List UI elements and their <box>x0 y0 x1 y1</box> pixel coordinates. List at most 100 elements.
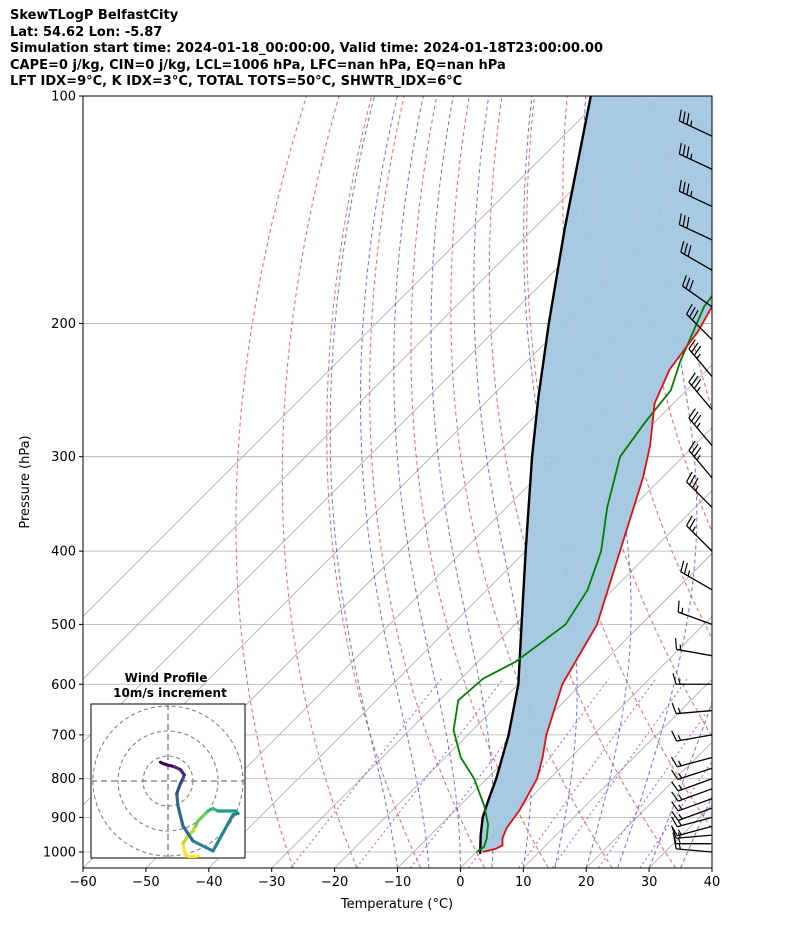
wind-barb <box>677 600 713 626</box>
hodograph-subtitle: 10m/s increment <box>113 686 227 700</box>
wind-barb <box>670 756 713 768</box>
y-tick-label: 500 <box>51 618 76 633</box>
x-axis-label: Temperature (°C) <box>340 897 453 912</box>
mixing-ratio-line <box>597 703 712 868</box>
wind-barb <box>688 372 713 411</box>
moist-adiabat <box>680 794 712 868</box>
x-tick-label: −50 <box>132 875 159 890</box>
x-tick-label: 0 <box>456 875 464 890</box>
mixing-ratio-line <box>355 678 504 868</box>
dry-adiabat <box>763 96 794 868</box>
hodograph-segment <box>176 804 185 828</box>
x-tick-label: −60 <box>69 875 96 890</box>
hodograph-segment <box>175 791 180 808</box>
x-tick-label: 20 <box>578 875 595 890</box>
x-tick-label: −20 <box>321 875 348 890</box>
isotherm-line <box>711 867 712 868</box>
x-tick-label: 10 <box>515 875 532 890</box>
hodograph-segment <box>191 839 215 853</box>
y-tick-label: 700 <box>51 728 76 743</box>
temperature-line <box>482 304 712 853</box>
dry-adiabat <box>326 96 422 868</box>
wind-barb <box>672 832 712 845</box>
y-tick-label: 600 <box>51 678 76 693</box>
dry-adiabat <box>410 96 549 868</box>
x-tick-label: −40 <box>195 875 222 890</box>
isotherm-line <box>523 678 712 868</box>
hodograph-ring <box>117 730 219 832</box>
dewpoint-line <box>452 294 712 853</box>
dry-adiabat <box>488 96 677 868</box>
x-tick-label: −10 <box>384 875 411 890</box>
x-tick-label: −30 <box>258 875 285 890</box>
isotherm-line <box>271 427 712 868</box>
moist-adiabat <box>648 701 712 868</box>
wind-barb <box>671 767 713 781</box>
wind-barb <box>680 241 713 271</box>
convective-parameters: CAPE=0 j/kg, CIN=0 j/kg, LCL=1006 hPa, L… <box>10 57 506 73</box>
wind-barb <box>688 408 713 446</box>
wind-barb <box>688 339 713 377</box>
dry-adiabat <box>281 96 358 868</box>
hodograph-title: Wind Profile <box>125 671 208 685</box>
moist-adiabat <box>430 96 495 868</box>
simulation-times: Simulation start time: 2024-01-18_00:00:… <box>10 41 603 56</box>
isotherm-line <box>460 615 712 868</box>
dry-adiabat <box>369 96 485 868</box>
station-title: SkewTLogP BelfastCity <box>10 8 179 23</box>
isotherm-line <box>334 490 712 868</box>
wind-barb <box>678 142 713 170</box>
mixing-ratio-line <box>290 678 442 868</box>
dry-adiabat <box>730 96 794 868</box>
y-tick-label: 300 <box>51 450 76 465</box>
mixing-ratio-line <box>551 678 688 868</box>
dry-adiabat <box>450 96 613 868</box>
y-tick-label: 400 <box>51 545 76 560</box>
hodograph-segment <box>181 824 195 843</box>
wind-barb <box>678 179 713 208</box>
x-tick-label: 30 <box>641 875 658 890</box>
y-tick-label: 200 <box>51 317 76 332</box>
axes: −60 −50 −40 −30 −20 −10 0 10 20 30 40 1000 900 800 700… <box>43 90 720 891</box>
dry-adiabat <box>235 96 307 868</box>
wind-barb <box>686 471 713 508</box>
wind-barb <box>670 825 713 837</box>
stability-indices: LFT IDX=9°C, K IDX=3°C, TOTAL TOTS=50°C,… <box>10 74 463 89</box>
y-axis-label: Pressure (hPa) <box>18 435 33 528</box>
wind-barb <box>688 440 713 479</box>
hodograph-segment <box>211 813 235 853</box>
moist-adiabat <box>711 866 712 868</box>
wind-barb <box>671 807 713 822</box>
wind-barb <box>680 560 713 591</box>
hodograph-inset: Wind Profile 10m/s increment <box>90 671 246 859</box>
parcel-temperature-shading <box>480 96 712 854</box>
y-tick-label: 800 <box>51 772 76 787</box>
wind-barb <box>678 213 713 241</box>
wind-barb <box>678 109 713 137</box>
wind-barb <box>686 303 713 341</box>
mixing-ratio-line <box>518 678 657 868</box>
dry-adiabat <box>631 96 712 533</box>
y-tick-label: 1000 <box>43 845 76 860</box>
wind-barb <box>674 638 713 657</box>
y-tick-label: 900 <box>51 811 76 826</box>
wind-barb <box>671 788 713 802</box>
wind-barb <box>671 778 713 792</box>
isotherm-line <box>83 96 604 617</box>
mixing-ratio-line <box>409 678 555 868</box>
isotherm-line <box>83 96 667 680</box>
wind-barb <box>671 798 713 812</box>
wind-barb <box>671 702 713 715</box>
hodograph-segment <box>175 781 183 796</box>
wind-barb <box>670 816 713 828</box>
wind-barb <box>672 673 712 685</box>
hodograph-plot <box>91 704 245 858</box>
parcel-profile-line <box>478 96 592 854</box>
wind-barb <box>686 515 713 552</box>
y-tick-label: 100 <box>51 90 76 105</box>
x-tick-label: 40 <box>704 875 721 890</box>
station-coordinates: Lat: 54.62 Lon: -5.87 <box>10 24 163 40</box>
wind-barbs <box>670 109 713 853</box>
wind-barb <box>681 275 713 308</box>
